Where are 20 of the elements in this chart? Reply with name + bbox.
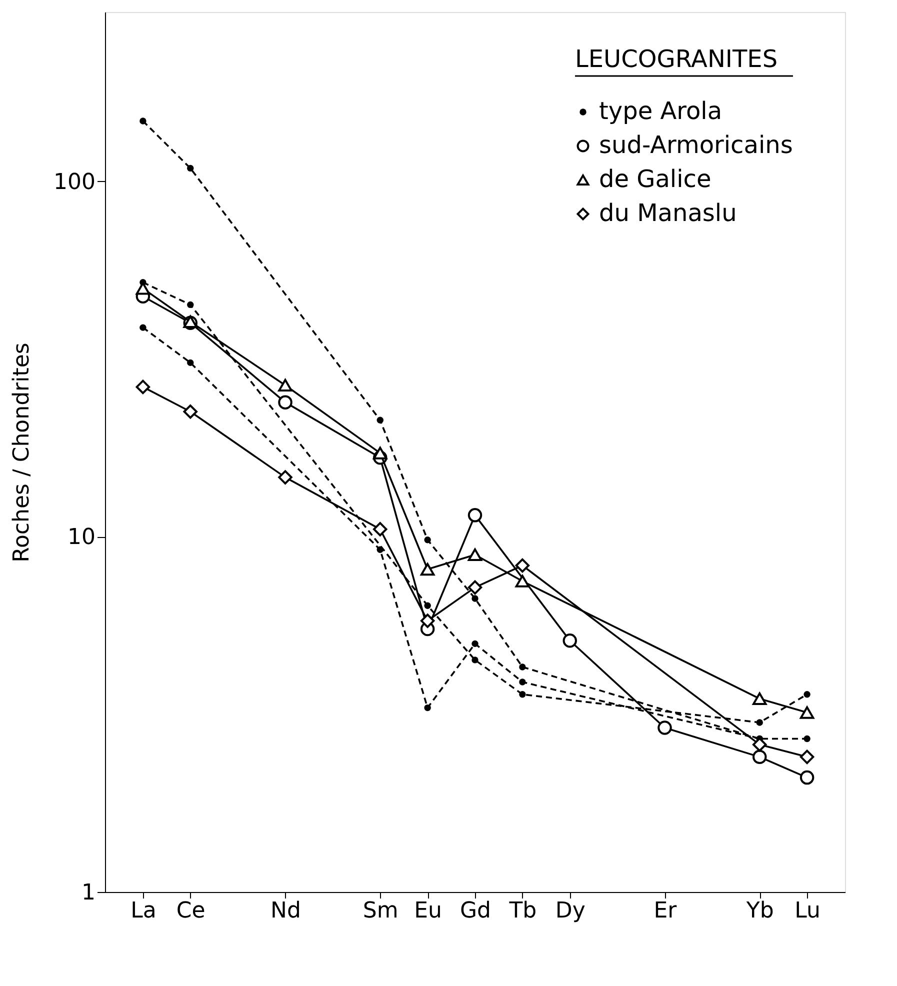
y-axis-title: Roches / Chondrites [10,342,35,562]
x-tick-label: Nd [270,898,301,924]
x-tick-label: Yb [745,898,774,924]
legend-label: de Galice [599,165,712,193]
x-tick-label: Tb [508,898,537,924]
x-tick-label: Lu [794,898,820,924]
x-tick-label: Eu [414,898,442,924]
legend-title: LEUCOGRANITES [575,45,778,73]
x-tick-label: La [130,898,156,924]
y-tick-label: 1 [82,880,96,906]
y-tick-label: 10 [68,525,96,550]
y-tick-label: 100 [54,170,96,195]
legend-label: du Manaslu [599,199,737,227]
legend-label: sud-Armoricains [599,131,793,159]
x-tick-label: Dy [555,898,586,924]
x-tick-label: Ce [176,898,206,924]
x-tick-label: Er [654,898,678,924]
x-tick-label: Sm [362,898,398,924]
x-tick-label: Gd [460,898,492,924]
legend-label: type Arola [599,97,722,125]
